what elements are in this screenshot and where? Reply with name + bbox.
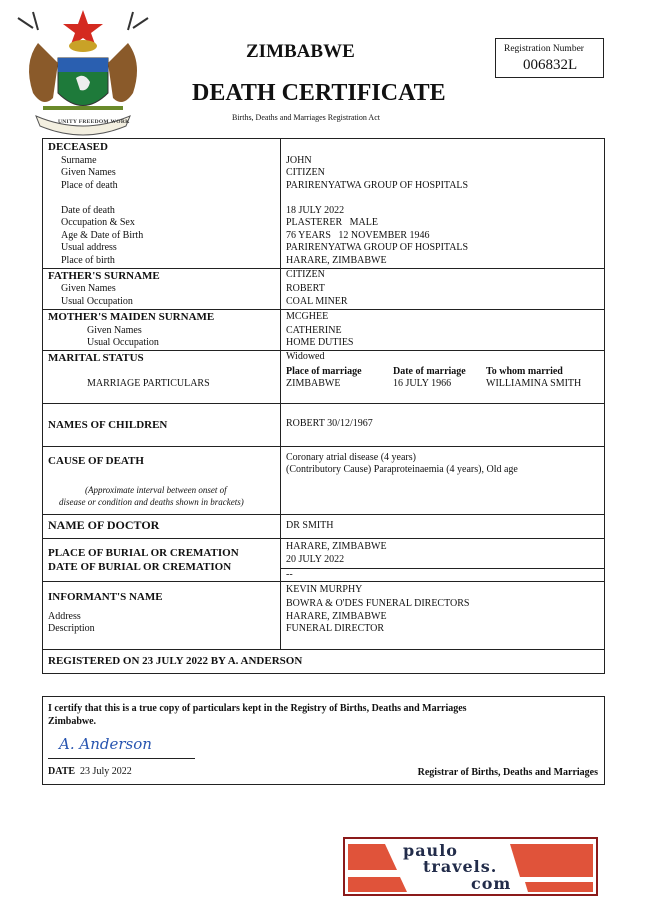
burial-heading: DATE OF BURIAL OR CREMATION: [48, 561, 232, 573]
children-heading: NAMES OF CHILDREN: [48, 419, 168, 431]
doctor-heading: NAME OF DOCTOR: [48, 518, 160, 532]
logo-text: com: [471, 874, 512, 893]
value: 18 JULY 2022: [286, 205, 345, 216]
label: Place of death: [61, 180, 118, 191]
certification-text: I certify that this is a true copy of pa…: [48, 703, 467, 714]
value: (Contributory Cause) Paraproteinaemia (4…: [286, 464, 518, 475]
label: Description: [48, 623, 95, 634]
cause-note: (Approximate interval between onset of: [85, 485, 227, 495]
value: HARARE, ZIMBABWE: [286, 541, 387, 552]
value: Coronary atrial disease (4 years): [286, 452, 416, 463]
value: BOWRA & O'DES FUNERAL DIRECTORS: [286, 598, 470, 609]
label: Occupation & Sex: [61, 217, 135, 228]
value: HOME DUTIES: [286, 337, 354, 348]
burial-heading: PLACE OF BURIAL OR CREMATION: [48, 547, 239, 559]
cause-heading: CAUSE OF DEATH: [48, 455, 144, 467]
marital-heading: MARITAL STATUS: [48, 352, 144, 364]
date-value: 23 July 2022: [80, 766, 132, 777]
logo-text: paulo: [403, 841, 458, 860]
label: Usual address: [61, 242, 117, 253]
label: Date of death: [61, 205, 115, 216]
value: PARIRENYATWA GROUP OF HOSPITALS: [286, 180, 469, 191]
value: 16 JULY 1966: [393, 378, 452, 389]
deceased-heading: DECEASED: [48, 141, 108, 153]
value: PLASTERER MALE: [286, 217, 378, 228]
value: WILLIAMINA SMITH: [486, 378, 582, 389]
value: COAL MINER: [286, 296, 348, 307]
label: Given Names: [87, 325, 142, 336]
informant-heading: INFORMANT'S NAME: [48, 591, 163, 603]
logo-text: travels.: [423, 857, 498, 876]
value: MCGHEE: [286, 311, 329, 322]
marriage-particulars-label: MARRIAGE PARTICULARS: [87, 378, 210, 389]
value: DR SMITH: [286, 520, 334, 531]
marital-status-value: Widowed: [286, 351, 325, 362]
certification-box: I certify that this is a true copy of pa…: [42, 696, 605, 785]
value: PARIRENYATWA GROUP OF HOSPITALS: [286, 242, 469, 253]
value: --: [286, 569, 293, 580]
label: Place of birth: [61, 255, 115, 266]
value: KEVIN MURPHY: [286, 584, 363, 595]
column-header: Place of marriage: [286, 366, 362, 377]
registration-number: 006832L: [523, 57, 578, 73]
details-table: [42, 138, 605, 674]
value: ROBERT: [286, 283, 325, 294]
label: Usual Occupation: [87, 337, 159, 348]
label: Age & Date of Birth: [61, 230, 144, 241]
country-title: ZIMBABWE: [246, 41, 355, 62]
certification-text: Zimbabwe.: [48, 716, 97, 727]
registrar-title: Registrar of Births, Deaths and Marriage…: [417, 767, 598, 778]
column-header: Date of marriage: [393, 366, 466, 377]
value: JOHN: [286, 155, 312, 166]
label: Usual Occupation: [61, 296, 133, 307]
column-header: To whom married: [486, 366, 563, 377]
label: Given Names: [61, 167, 116, 178]
registration-label: Registration Number: [504, 44, 584, 54]
date-label: DATE: [48, 766, 76, 777]
label: Surname: [61, 155, 97, 166]
father-heading: FATHER'S SURNAME: [48, 270, 160, 282]
label: Given Names: [61, 283, 116, 294]
value: CITIZEN: [286, 269, 325, 280]
page-title: DEATH CERTIFICATE: [192, 80, 446, 106]
registration-box: Registration Number 006832L: [495, 38, 604, 78]
value: 20 JULY 2022: [286, 554, 345, 565]
registered-line: REGISTERED ON 23 JULY 2022 BY A. ANDERSO…: [48, 655, 303, 667]
label: Address: [48, 611, 81, 622]
cause-note: disease or condition and deaths shown in…: [59, 497, 244, 507]
value: CATHERINE: [286, 325, 342, 336]
coat-of-arms-icon: [17, 10, 149, 136]
signature: A. Anderson: [59, 735, 152, 753]
act-subtitle: Births, Deaths and Marriages Registratio…: [232, 113, 380, 122]
value: HARARE, ZIMBABWE: [286, 611, 387, 622]
value: ROBERT 30/12/1967: [286, 418, 373, 429]
value: HARARE, ZIMBABWE: [286, 255, 387, 266]
mother-heading: MOTHER'S MAIDEN SURNAME: [48, 311, 215, 323]
value: ZIMBABWE: [286, 378, 341, 389]
coat-of-arms-motto: UNITY FREEDOM WORK: [58, 119, 130, 125]
watermark-logo: paulo travels. com: [343, 837, 598, 896]
value: FUNERAL DIRECTOR: [286, 623, 385, 634]
value: CITIZEN: [286, 167, 325, 178]
value: 76 YEARS 12 NOVEMBER 1946: [286, 230, 430, 241]
